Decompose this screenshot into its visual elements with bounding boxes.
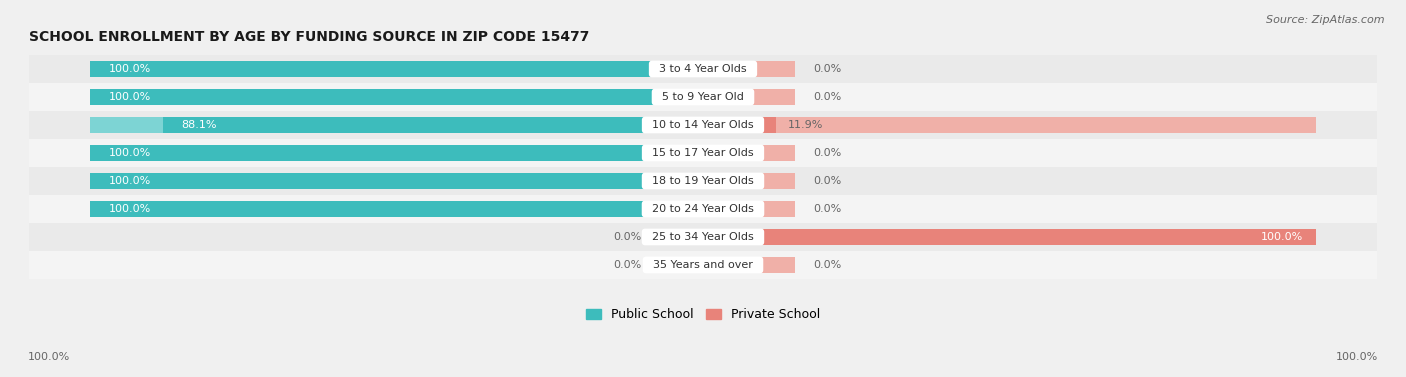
Bar: [703, 116, 1316, 133]
Bar: [654, 257, 703, 273]
Bar: [90, 89, 703, 106]
Text: 35 Years and over: 35 Years and over: [647, 260, 759, 270]
Text: 100.0%: 100.0%: [1261, 232, 1303, 242]
Bar: [703, 228, 1316, 245]
Bar: [30, 83, 1376, 111]
Bar: [703, 89, 794, 106]
Bar: [90, 61, 703, 77]
Text: 0.0%: 0.0%: [813, 92, 842, 102]
Text: 0.0%: 0.0%: [813, 64, 842, 74]
Bar: [90, 201, 703, 218]
Text: 18 to 19 Year Olds: 18 to 19 Year Olds: [645, 176, 761, 186]
Text: 100.0%: 100.0%: [108, 92, 150, 102]
Text: 88.1%: 88.1%: [181, 120, 217, 130]
Legend: Public School, Private School: Public School, Private School: [581, 303, 825, 326]
Bar: [30, 223, 1376, 251]
Bar: [163, 116, 703, 133]
Bar: [90, 173, 703, 189]
Text: Source: ZipAtlas.com: Source: ZipAtlas.com: [1267, 15, 1385, 25]
Bar: [703, 145, 794, 161]
Bar: [30, 139, 1376, 167]
Text: SCHOOL ENROLLMENT BY AGE BY FUNDING SOURCE IN ZIP CODE 15477: SCHOOL ENROLLMENT BY AGE BY FUNDING SOUR…: [30, 30, 589, 44]
Bar: [30, 111, 1376, 139]
Bar: [703, 201, 794, 218]
Bar: [703, 116, 776, 133]
Text: 0.0%: 0.0%: [613, 260, 641, 270]
Bar: [90, 201, 703, 218]
Text: 15 to 17 Year Olds: 15 to 17 Year Olds: [645, 148, 761, 158]
Text: 3 to 4 Year Olds: 3 to 4 Year Olds: [652, 64, 754, 74]
Bar: [30, 251, 1376, 279]
Text: 0.0%: 0.0%: [813, 148, 842, 158]
Text: 100.0%: 100.0%: [108, 148, 150, 158]
Text: 11.9%: 11.9%: [789, 120, 824, 130]
Text: 100.0%: 100.0%: [108, 204, 150, 214]
Text: 100.0%: 100.0%: [108, 64, 150, 74]
Bar: [30, 55, 1376, 83]
Text: 25 to 34 Year Olds: 25 to 34 Year Olds: [645, 232, 761, 242]
Bar: [654, 228, 703, 245]
Bar: [703, 228, 1316, 245]
Bar: [90, 116, 703, 133]
Text: 0.0%: 0.0%: [813, 204, 842, 214]
Bar: [90, 89, 703, 106]
Text: 10 to 14 Year Olds: 10 to 14 Year Olds: [645, 120, 761, 130]
Bar: [703, 61, 794, 77]
Text: 0.0%: 0.0%: [813, 260, 842, 270]
Bar: [30, 167, 1376, 195]
Text: 0.0%: 0.0%: [813, 176, 842, 186]
Text: 100.0%: 100.0%: [28, 352, 70, 362]
Bar: [90, 61, 703, 77]
Bar: [90, 173, 703, 189]
Text: 100.0%: 100.0%: [1336, 352, 1378, 362]
Text: 5 to 9 Year Old: 5 to 9 Year Old: [655, 92, 751, 102]
Text: 0.0%: 0.0%: [613, 232, 641, 242]
Text: 20 to 24 Year Olds: 20 to 24 Year Olds: [645, 204, 761, 214]
Bar: [30, 195, 1376, 223]
Bar: [90, 145, 703, 161]
Bar: [703, 173, 794, 189]
Bar: [90, 145, 703, 161]
Text: 100.0%: 100.0%: [108, 176, 150, 186]
Bar: [703, 257, 794, 273]
